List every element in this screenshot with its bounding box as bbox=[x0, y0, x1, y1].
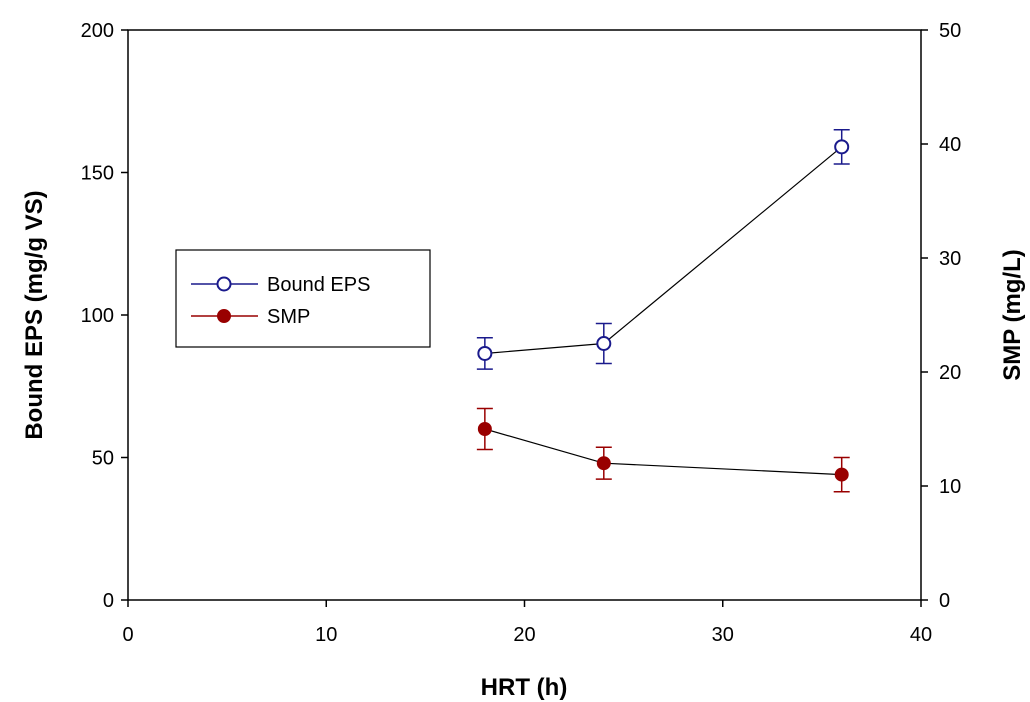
y2-tick-label: 50 bbox=[939, 20, 961, 42]
y-axis-ticks: 0 50 100 150 200 bbox=[81, 20, 128, 612]
legend-item-bound-eps: Bound EPS bbox=[191, 274, 370, 296]
y2-tick-label: 30 bbox=[939, 248, 961, 270]
x-tick-label: 30 bbox=[712, 624, 734, 646]
data-point-smp bbox=[596, 456, 611, 471]
series-bound-eps bbox=[476, 129, 850, 370]
y2-axis-ticks: 0 10 20 30 40 50 bbox=[921, 20, 961, 612]
y-tick-label: 200 bbox=[81, 20, 114, 42]
y2-tick-label: 10 bbox=[939, 476, 961, 498]
y2-tick-label: 0 bbox=[939, 590, 950, 612]
x-tick-label: 10 bbox=[315, 624, 337, 646]
series-line-bound-eps bbox=[484, 146, 843, 355]
data-point-smp bbox=[477, 422, 492, 436]
y-axis-title: Bound EPS (mg/g VS) bbox=[21, 190, 48, 439]
series-layer bbox=[476, 129, 850, 493]
data-point-bound-eps bbox=[834, 139, 850, 155]
x-tick-label: 20 bbox=[513, 624, 535, 646]
y2-tick-label: 20 bbox=[939, 362, 961, 384]
y-tick-label: 50 bbox=[92, 448, 114, 470]
x-tick-label: 0 bbox=[122, 624, 133, 646]
legend-label-bound-eps: Bound EPS bbox=[267, 274, 370, 296]
y-tick-label: 100 bbox=[81, 305, 114, 327]
y2-tick-label: 40 bbox=[939, 134, 961, 156]
x-axis-ticks: 0 10 20 30 40 bbox=[122, 600, 932, 646]
legend-item-smp: SMP bbox=[191, 306, 310, 328]
x-axis-title: HRT (h) bbox=[481, 674, 568, 701]
x-tick-label: 40 bbox=[910, 624, 932, 646]
data-point-bound-eps bbox=[596, 336, 612, 351]
series-smp bbox=[476, 407, 850, 493]
legend-label-smp: SMP bbox=[267, 306, 310, 328]
legend-marker-bound-eps bbox=[216, 276, 232, 292]
y-tick-label: 150 bbox=[81, 163, 114, 185]
data-point-smp bbox=[834, 467, 849, 482]
y-tick-label: 0 bbox=[103, 590, 114, 612]
series-line-smp bbox=[484, 428, 842, 476]
legend-box bbox=[175, 249, 431, 348]
data-point-bound-eps bbox=[477, 345, 493, 361]
y2-axis-title: SMP (mg/L) bbox=[999, 249, 1026, 381]
legend-marker-smp bbox=[217, 309, 231, 323]
legend: Bound EPS SMP bbox=[175, 249, 431, 348]
